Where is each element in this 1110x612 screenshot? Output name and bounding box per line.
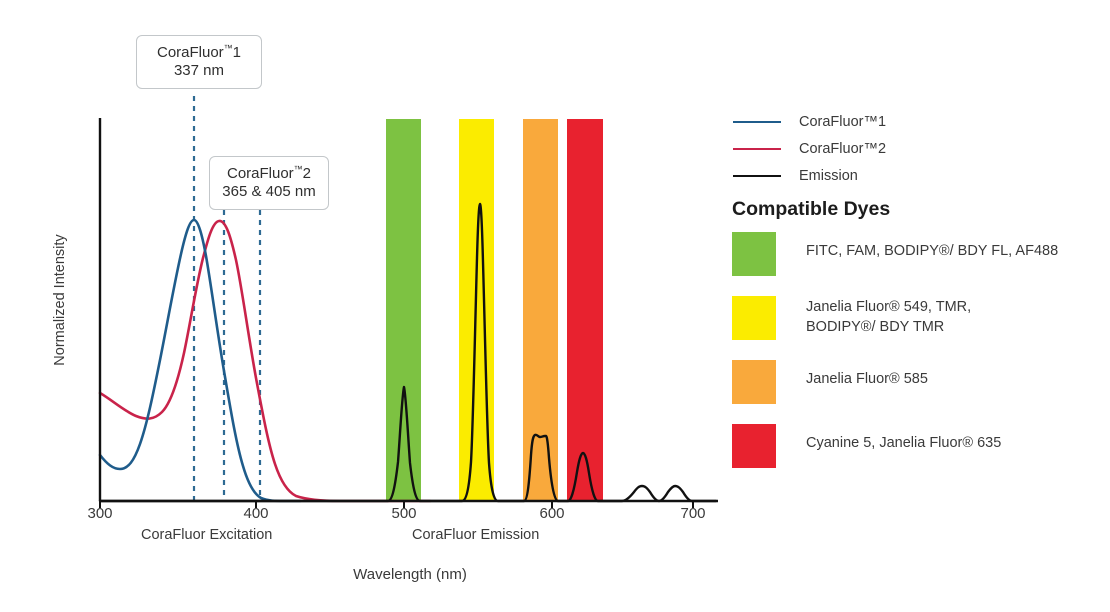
sublabel-excitation: CoraFluor Excitation — [141, 527, 273, 543]
callout-2-line2: 365 & 405 nm — [222, 183, 316, 201]
x-axis-title: Wavelength (nm) — [353, 566, 467, 583]
sublabel-emission: CoraFluor Emission — [412, 527, 540, 543]
legend-line-swatch — [733, 120, 781, 123]
x-tick-label-400: 400 — [243, 505, 269, 522]
x-tick-label-700: 700 — [680, 505, 706, 522]
curve-emission — [98, 202, 718, 503]
dye-color-swatch — [732, 232, 776, 276]
legend-line-swatch — [733, 147, 781, 150]
dye-label: Janelia Fluor® 549, TMR, BODIPY®/ BDY TM… — [806, 299, 972, 335]
y-axis-title: Normalized Intensity — [52, 234, 68, 366]
spectra-plot — [98, 96, 718, 508]
x-tick-marks — [99, 501, 694, 508]
dye-color-swatch — [732, 424, 776, 468]
x-tick-label-500: 500 — [391, 505, 417, 522]
dye-item-green: FITC, FAM, BODIPY®/ BDY FL, AF488 — [732, 232, 1107, 276]
legend-item-corafluor-1: CoraFluor™1 — [730, 108, 1090, 135]
trademark-icon: ™ — [223, 43, 233, 53]
dye-item-yellow: Janelia Fluor® 549, TMR, BODIPY®/ BDY TM… — [732, 296, 1107, 340]
legend-label: CoraFluor™1 — [799, 113, 887, 130]
x-tick-label-300: 300 — [87, 505, 113, 522]
plot-area: 300 400 500 600 700 CoraFluor Excitation… — [52, 35, 718, 583]
band-red — [567, 119, 603, 501]
dye-color-swatch — [732, 296, 776, 340]
callout-2-line1: CoraFluor™2 — [226, 164, 312, 182]
curve-corafluor-2 — [98, 219, 432, 503]
dye-item-red: Cyanine 5, Janelia Fluor® 635 — [732, 424, 1107, 468]
dye-bands — [386, 119, 603, 501]
dye-label: Janelia Fluor® 585 — [806, 371, 928, 387]
legend-line-swatch — [733, 174, 781, 177]
compatible-dyes-list: FITC, FAM, BODIPY®/ BDY FL, AF488 Janeli… — [732, 232, 1107, 488]
dye-color-swatch — [732, 360, 776, 404]
legend-panel: CoraFluor™1 CoraFluor™2 Emission Compati… — [730, 0, 1110, 612]
series-legend: CoraFluor™1 CoraFluor™2 Emission — [730, 108, 1090, 189]
dye-label: FITC, FAM, BODIPY®/ BDY FL, AF488 — [806, 243, 1059, 259]
callout-1-line2: 337 nm — [173, 62, 225, 80]
legend-label: CoraFluor™2 — [799, 140, 887, 157]
dye-label: Cyanine 5, Janelia Fluor® 635 — [806, 435, 1002, 451]
compatible-dyes-title: Compatible Dyes — [732, 198, 891, 220]
band-green — [386, 119, 421, 501]
callout-corafluor-2: CoraFluor™2 365 & 405 nm — [209, 156, 329, 210]
callout-corafluor-1: CoraFluor™1 337 nm — [136, 35, 262, 89]
callout-1-line1: CoraFluor™1 — [156, 43, 242, 61]
curve-corafluor-1 — [98, 218, 302, 503]
legend-item-corafluor-2: CoraFluor™2 — [730, 135, 1090, 162]
dye-item-orange: Janelia Fluor® 585 — [732, 360, 1107, 404]
legend-item-emission: Emission — [730, 162, 1090, 189]
x-tick-label-600: 600 — [539, 505, 565, 522]
trademark-icon: ™ — [293, 164, 303, 174]
legend-label: Emission — [799, 167, 858, 184]
band-orange — [523, 119, 558, 501]
